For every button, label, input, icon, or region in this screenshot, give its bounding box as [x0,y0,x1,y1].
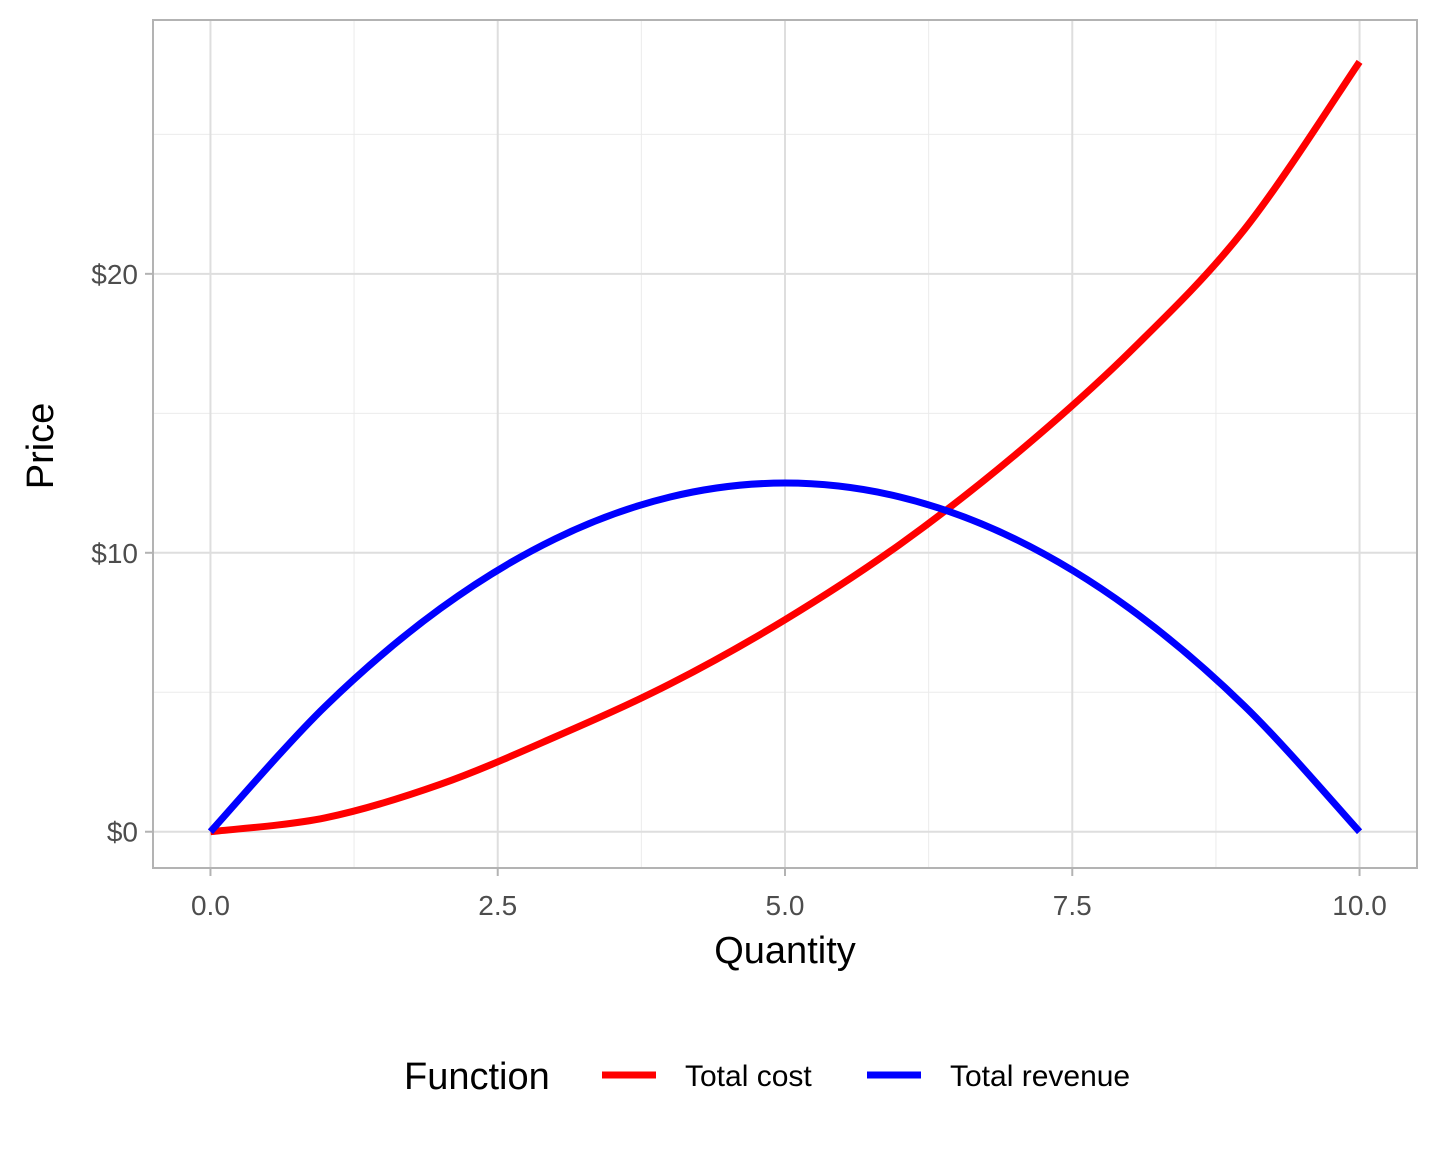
x-tick-label: 10.0 [1332,890,1387,921]
y-axis-ticks: $0 $10 $20 [91,259,153,848]
x-axis-ticks: 0.0 2.5 5.0 7.5 10.0 [191,868,1387,921]
y-tick-label: $0 [107,817,138,848]
legend-label-total-cost: Total cost [685,1060,812,1093]
x-tick-label: 7.5 [1053,890,1092,921]
y-tick-label: $10 [91,538,138,569]
x-tick-label: 5.0 [766,890,805,921]
x-tick-label: 2.5 [478,890,517,921]
series-line-total-revenue [207,479,1363,835]
legend-title: Function [404,1056,550,1098]
y-tick-label: $20 [91,259,138,290]
y-axis-title: Price [20,403,62,490]
x-axis-title: Quantity [714,930,856,972]
series-line-total-cost [210,59,1363,836]
x-tick-label: 0.0 [191,890,230,921]
legend: Function Total cost Total revenue [404,1056,1130,1098]
plot-panel [152,19,1418,869]
legend-label-total-revenue: Total revenue [950,1060,1130,1093]
